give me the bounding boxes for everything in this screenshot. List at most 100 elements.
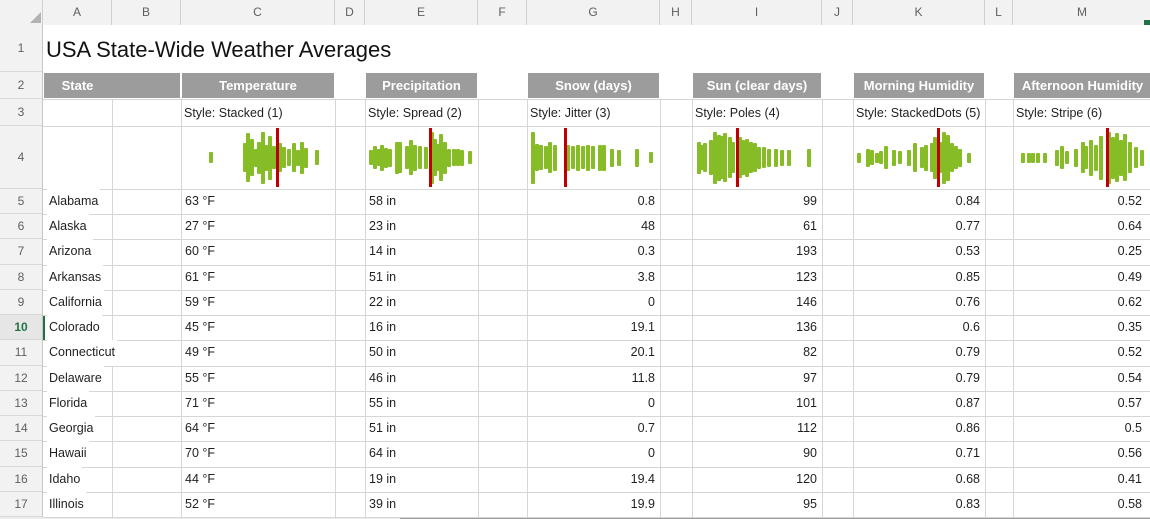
cell-I15[interactable]: 90	[803, 446, 817, 461]
cell-G15[interactable]: 0	[648, 446, 655, 461]
cell-A5[interactable]: Alabama	[47, 189, 101, 215]
cell-G13[interactable]: 0	[648, 395, 655, 410]
cell-C5[interactable]: 63 °F	[185, 194, 216, 208]
cell-M15[interactable]: 0.56	[1117, 446, 1142, 461]
cell-M13[interactable]: 0.57	[1117, 395, 1142, 410]
row-header-1[interactable]: 1	[0, 25, 42, 72]
row-header-4[interactable]: 4	[0, 126, 42, 189]
cell-I12[interactable]: 97	[803, 370, 817, 385]
cell-G11[interactable]: 20.1	[630, 345, 655, 360]
cell-A10[interactable]: Colorado	[47, 315, 102, 341]
cell-C7[interactable]: 60 °F	[185, 244, 216, 259]
cell-G16[interactable]: 19.4	[630, 471, 655, 486]
header-cell-afternoon-humidity[interactable]	[1014, 73, 1150, 98]
cell-M8[interactable]: 0.49	[1117, 269, 1142, 284]
column-header-J[interactable]: J	[822, 0, 853, 25]
cell-I16[interactable]: 120	[796, 471, 817, 486]
cell-C6[interactable]: 27 °F	[185, 219, 216, 234]
column-header-B[interactable]: B	[112, 0, 181, 25]
cell-C17[interactable]: 52 °F	[185, 496, 216, 511]
cell-E5[interactable]: 58 in	[369, 194, 397, 208]
row-header-9[interactable]: 9	[0, 289, 42, 316]
column-header-K[interactable]: K	[853, 0, 985, 25]
cell-I8[interactable]: 123	[796, 269, 817, 284]
header-cell-temperature[interactable]	[182, 73, 334, 98]
cell-M6[interactable]: 0.64	[1117, 219, 1142, 234]
cell-A7[interactable]: Arizona	[47, 239, 94, 265]
cell-K10[interactable]: 0.6	[962, 320, 980, 335]
cell-A12[interactable]: Delaware	[47, 365, 104, 391]
row-header-15[interactable]: 15	[0, 441, 42, 467]
cell-A14[interactable]: Georgia	[47, 416, 96, 442]
sparkline-stackeddots[interactable]	[854, 127, 984, 188]
cell-G10[interactable]: 19.1	[630, 320, 655, 335]
header-cell-snow-days-[interactable]	[528, 73, 659, 98]
cell-K6[interactable]: 0.77	[955, 219, 980, 234]
cell-M7[interactable]: 0.25	[1117, 244, 1142, 259]
select-all-corner[interactable]	[0, 0, 43, 25]
cell-C13[interactable]: 71 °F	[185, 395, 216, 410]
cell-E12[interactable]: 46 in	[369, 370, 397, 385]
cell-K11[interactable]: 0.79	[955, 345, 980, 360]
cell-M5[interactable]: 0.52	[1117, 194, 1142, 208]
column-header-D[interactable]: D	[335, 0, 365, 25]
cell-I7[interactable]: 193	[796, 244, 817, 259]
cell-I10[interactable]: 136	[796, 320, 817, 335]
cell-C9[interactable]: 59 °F	[185, 294, 216, 309]
cell-G5[interactable]: 0.8	[637, 194, 655, 208]
cell-I11[interactable]: 82	[803, 345, 817, 360]
row-header-16[interactable]: 16	[0, 466, 42, 492]
cell-E9[interactable]: 22 in	[369, 294, 397, 309]
cell-C11[interactable]: 49 °F	[185, 345, 216, 360]
sparkline-spread[interactable]	[366, 127, 477, 188]
cell-A15[interactable]: Hawaii	[47, 441, 89, 467]
sparkline-stripe[interactable]	[1014, 127, 1150, 188]
cell-K13[interactable]: 0.87	[955, 395, 980, 410]
cell-G12[interactable]: 11.8	[631, 370, 655, 385]
cell-I17[interactable]: 95	[803, 496, 817, 511]
row-header-6[interactable]: 6	[0, 214, 42, 240]
row-header-8[interactable]: 8	[0, 264, 42, 290]
cell-K14[interactable]: 0.86	[955, 421, 980, 436]
cell-E14[interactable]: 51 in	[369, 421, 397, 436]
row-header-11[interactable]: 11	[0, 340, 42, 366]
column-header-L[interactable]: L	[985, 0, 1013, 25]
cell-A17[interactable]: Illinois	[47, 491, 86, 517]
row-header-3[interactable]: 3	[0, 99, 42, 126]
cell-I9[interactable]: 146	[796, 294, 817, 309]
row-header-12[interactable]: 12	[0, 365, 42, 391]
cell-M11[interactable]: 0.52	[1117, 345, 1142, 360]
cell-G6[interactable]: 48	[641, 219, 655, 234]
column-header-G[interactable]: G	[527, 0, 660, 25]
cell-M14[interactable]: 0.5	[1124, 421, 1142, 436]
cell-E11[interactable]: 50 in	[369, 345, 397, 360]
header-cell-state[interactable]	[44, 73, 180, 98]
cell-A16[interactable]: Idaho	[47, 466, 83, 492]
cell-G8[interactable]: 3.8	[637, 269, 655, 284]
sparkline-stacked[interactable]	[182, 127, 334, 188]
header-cell-sun-clear-days-[interactable]	[693, 73, 821, 98]
column-header-M[interactable]: M	[1013, 0, 1150, 25]
cell-E16[interactable]: 19 in	[369, 471, 397, 486]
cell-E8[interactable]: 51 in	[369, 269, 397, 284]
header-cell-morning-humidity[interactable]	[854, 73, 984, 98]
cell-K17[interactable]: 0.83	[955, 496, 980, 511]
row-header-5[interactable]: 5	[0, 189, 42, 215]
cell-M10[interactable]: 0.35	[1117, 320, 1142, 335]
cell-E7[interactable]: 14 in	[369, 244, 397, 259]
cell-A6[interactable]: Alaska	[47, 214, 89, 240]
cell-I14[interactable]: 112	[797, 421, 817, 436]
cell-G17[interactable]: 19.9	[630, 496, 655, 511]
cell-E6[interactable]: 23 in	[369, 219, 397, 234]
column-header-A[interactable]: A	[43, 0, 112, 25]
cell-E10[interactable]: 16 in	[369, 320, 397, 335]
cell-C10[interactable]: 45 °F	[185, 320, 216, 335]
cell-K8[interactable]: 0.85	[955, 269, 980, 284]
row-header-13[interactable]: 13	[0, 390, 42, 417]
cell-A13[interactable]: Florida	[47, 390, 90, 417]
row-header-10[interactable]: 10	[0, 315, 42, 341]
cell-C16[interactable]: 44 °F	[185, 471, 216, 486]
cell-M17[interactable]: 0.58	[1117, 496, 1142, 511]
row-header-7[interactable]: 7	[0, 239, 42, 265]
cell-K15[interactable]: 0.71	[955, 446, 980, 461]
